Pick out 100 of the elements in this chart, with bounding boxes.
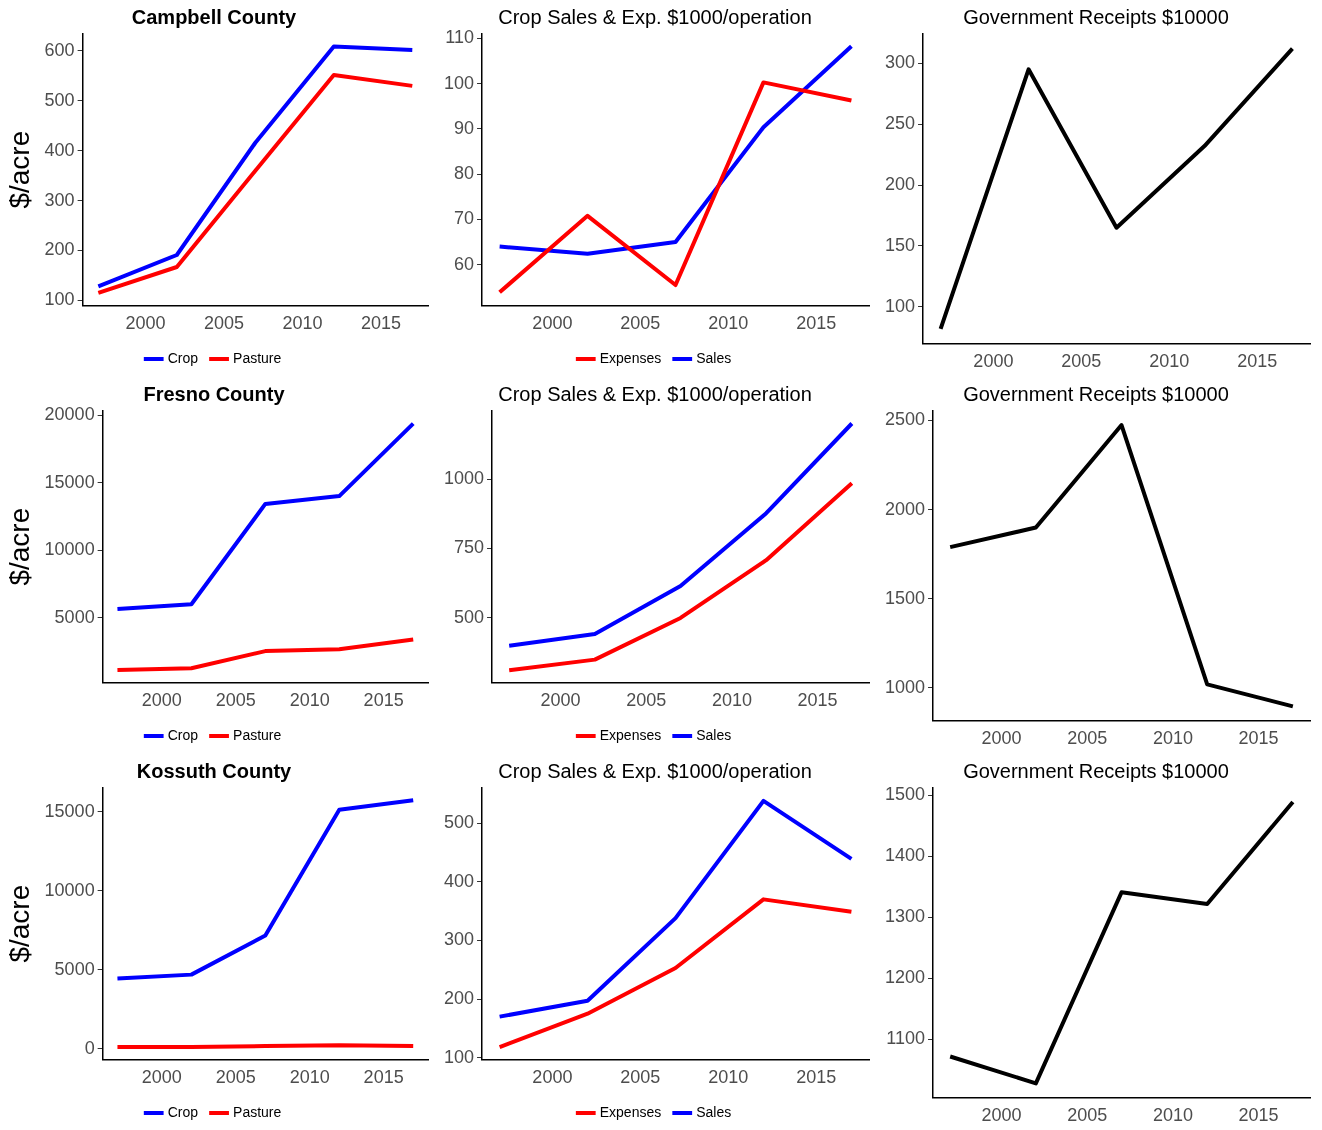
x-tick-label: 2000 <box>540 690 581 711</box>
x-tick-label: 2005 <box>626 690 667 711</box>
chart-title: Fresno County <box>143 382 286 405</box>
y-tick-label: 1000 <box>885 676 926 697</box>
y-axis-title: $/acre <box>3 130 35 209</box>
y-tick-label: 250 <box>884 113 916 134</box>
chart-title: Crop Sales & Exp. $1000/operation <box>498 382 812 405</box>
y-tick-label: 70 <box>454 208 475 229</box>
x-tick-label: 2010 <box>711 690 752 711</box>
legend-label: Sales <box>696 1103 732 1120</box>
x-tick-label: 2015 <box>797 690 838 711</box>
y-tick-label: 1400 <box>885 845 926 866</box>
y-tick-label: 0 <box>84 1037 95 1058</box>
y-tick-label: 10000 <box>44 879 95 900</box>
x-tick-label: 2000 <box>973 351 1014 372</box>
legend-label: Pasture <box>233 726 282 743</box>
x-tick-label: 2010 <box>289 1067 330 1088</box>
y-tick-label: 400 <box>44 139 75 160</box>
y-axis-title: $/acre <box>3 884 35 963</box>
x-tick-label: 2010 <box>708 1067 749 1088</box>
x-tick-label: 2010 <box>1152 728 1193 749</box>
y-tick-label: 500 <box>443 812 475 833</box>
x-tick-label: 2005 <box>215 690 256 711</box>
legend-label: Sales <box>696 726 732 743</box>
chart-title: Government Receipts $10000 <box>963 382 1229 405</box>
x-tick-label: 2010 <box>289 690 330 711</box>
x-tick-label: 2005 <box>620 313 661 334</box>
y-tick-label: 100 <box>443 72 475 93</box>
y-tick-label: 150 <box>884 234 916 255</box>
y-tick-label: 300 <box>44 189 75 210</box>
chart-title: Government Receipts $10000 <box>963 5 1229 28</box>
y-tick-label: 20000 <box>44 404 95 425</box>
chart-title: Crop Sales & Exp. $1000/operation <box>498 5 812 28</box>
x-tick-label: 2015 <box>363 690 404 711</box>
x-tick-label: 2010 <box>282 313 323 334</box>
y-tick-label: 1200 <box>885 967 926 988</box>
x-tick-label: 2000 <box>141 1067 182 1088</box>
x-tick-label: 2015 <box>363 1067 404 1088</box>
y-tick-label: 200 <box>44 239 75 260</box>
x-tick-label: 2015 <box>1238 1105 1279 1126</box>
y-tick-label: 500 <box>454 606 485 627</box>
x-tick-label: 2015 <box>1238 728 1279 749</box>
y-tick-label: 200 <box>884 174 916 195</box>
x-tick-label: 2000 <box>981 1105 1022 1126</box>
legend-label: Expenses <box>599 726 662 743</box>
y-tick-label: 100 <box>443 1046 475 1067</box>
y-tick-label: 1300 <box>885 906 926 927</box>
x-tick-label: 2000 <box>981 728 1022 749</box>
y-tick-label: 15000 <box>44 471 95 492</box>
y-tick-label: 200 <box>443 987 475 1008</box>
y-axis-title: $/acre <box>3 507 35 586</box>
x-tick-label: 2005 <box>1067 728 1108 749</box>
chart-title: Kossuth County <box>136 759 293 782</box>
y-tick-label: 80 <box>454 163 475 184</box>
y-tick-label: 1100 <box>886 1028 926 1049</box>
legend-label: Crop <box>167 349 199 366</box>
legend-label: Pasture <box>233 1103 282 1120</box>
y-tick-label: 5000 <box>54 958 95 979</box>
chart-title: Campbell County <box>131 5 298 28</box>
x-tick-label: 2015 <box>796 1067 837 1088</box>
x-tick-label: 2005 <box>203 313 244 334</box>
legend-label: Expenses <box>599 1103 662 1120</box>
x-tick-label: 2010 <box>1152 1105 1193 1126</box>
x-tick-label: 2000 <box>532 313 573 334</box>
x-tick-label: 2005 <box>620 1067 661 1088</box>
legend-label: Crop <box>167 1103 199 1120</box>
legend-label: Pasture <box>233 349 282 366</box>
x-tick-label: 2010 <box>708 313 749 334</box>
x-tick-label: 2005 <box>1067 1105 1108 1126</box>
y-tick-label: 750 <box>454 537 485 558</box>
y-tick-label: 2500 <box>885 409 926 430</box>
x-tick-label: 2005 <box>1061 351 1102 372</box>
y-tick-label: 300 <box>884 52 916 73</box>
y-tick-label: 1500 <box>885 784 926 805</box>
x-tick-label: 2015 <box>1237 351 1278 372</box>
y-tick-label: 2000 <box>885 498 926 519</box>
y-tick-label: 600 <box>44 39 75 60</box>
legend-label: Sales <box>696 349 732 366</box>
x-tick-label: 2000 <box>141 690 182 711</box>
y-tick-label: 90 <box>454 117 475 138</box>
y-tick-label: 400 <box>443 870 475 891</box>
y-tick-label: 60 <box>454 253 475 274</box>
y-tick-label: 5000 <box>54 606 95 627</box>
legend-label: Expenses <box>599 349 662 366</box>
x-tick-label: 2015 <box>360 313 401 334</box>
x-tick-label: 2000 <box>532 1067 573 1088</box>
legend-label: Crop <box>167 726 199 743</box>
y-tick-label: 100 <box>884 295 916 316</box>
x-tick-label: 2000 <box>125 313 166 334</box>
y-tick-label: 1500 <box>885 587 926 608</box>
chart-title: Crop Sales & Exp. $1000/operation <box>498 759 812 782</box>
y-tick-label: 100 <box>44 289 75 310</box>
y-tick-label: 500 <box>44 89 75 110</box>
y-tick-label: 300 <box>443 929 475 950</box>
x-tick-label: 2005 <box>215 1067 256 1088</box>
x-tick-label: 2015 <box>796 313 837 334</box>
y-tick-label: 15000 <box>44 800 95 821</box>
y-tick-label: 10000 <box>44 539 95 560</box>
x-tick-label: 2010 <box>1149 351 1190 372</box>
y-tick-label: 1000 <box>444 468 485 489</box>
